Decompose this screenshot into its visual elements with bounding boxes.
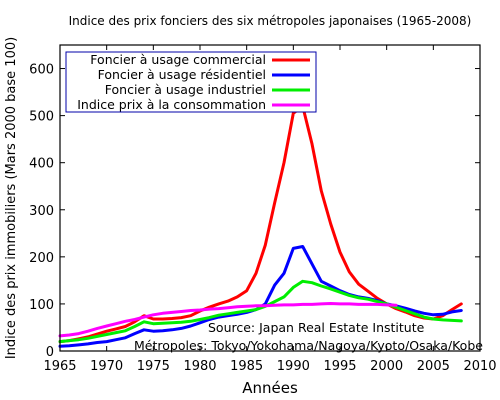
legend-label-commercial: Foncier à usage commercial bbox=[90, 52, 266, 67]
y-tick-label-4: 400 bbox=[29, 157, 54, 172]
series-line-3 bbox=[58, 302, 398, 338]
legend-label-industriel: Foncier à usage industriel bbox=[105, 82, 266, 97]
x-axis-label: Années bbox=[242, 379, 298, 397]
legend: Foncier à usage commercial Foncier à usa… bbox=[65, 51, 317, 113]
plot-frame bbox=[59, 44, 481, 352]
y-tick-label-2: 200 bbox=[29, 251, 54, 266]
x-tick-label-6: 1995 bbox=[323, 359, 356, 374]
x-tick-label-8: 2005 bbox=[417, 359, 450, 374]
x-tick-label-1: 1970 bbox=[90, 359, 123, 374]
y-tick-label-1: 100 bbox=[29, 298, 54, 313]
tick-layer: 1965 1970 1975 1980 1985 1990 1995 2000 2005 2010… bbox=[29, 45, 497, 374]
x-tick-label-4: 1985 bbox=[230, 359, 263, 374]
x-tick-label-3: 1980 bbox=[183, 359, 216, 374]
x-tick-label-0: 1965 bbox=[43, 359, 76, 374]
y-tick-label-0: 0 bbox=[46, 345, 54, 360]
x-tick-label-7: 2000 bbox=[370, 359, 403, 374]
x-tick-label-2: 1975 bbox=[137, 359, 170, 374]
y-tick-label-6: 600 bbox=[29, 63, 54, 78]
y-tick-label-3: 300 bbox=[29, 204, 54, 219]
legend-label-residentiel: Foncier à usage résidentiel bbox=[98, 67, 266, 82]
x-tick-label-5: 1990 bbox=[277, 359, 310, 374]
source-annotation: Source: Japan Real Estate Institute bbox=[208, 320, 425, 335]
metropoles-annotation: Métropoles: Tokyo/Yokohama/Nagoya/Kyoto/… bbox=[134, 338, 483, 353]
legend-box bbox=[65, 51, 317, 113]
y-tick-label-5: 500 bbox=[29, 110, 54, 125]
legend-label-consommation: Indice prix à la consommation bbox=[77, 97, 266, 112]
x-tick-label-9: 2010 bbox=[463, 359, 496, 374]
chart-title: Indice des prix fonciers des six métropo… bbox=[69, 14, 472, 28]
y-axis-label: Indice des prix immobiliers (Mars 2000 b… bbox=[4, 37, 19, 359]
series-layer bbox=[58, 104, 463, 348]
